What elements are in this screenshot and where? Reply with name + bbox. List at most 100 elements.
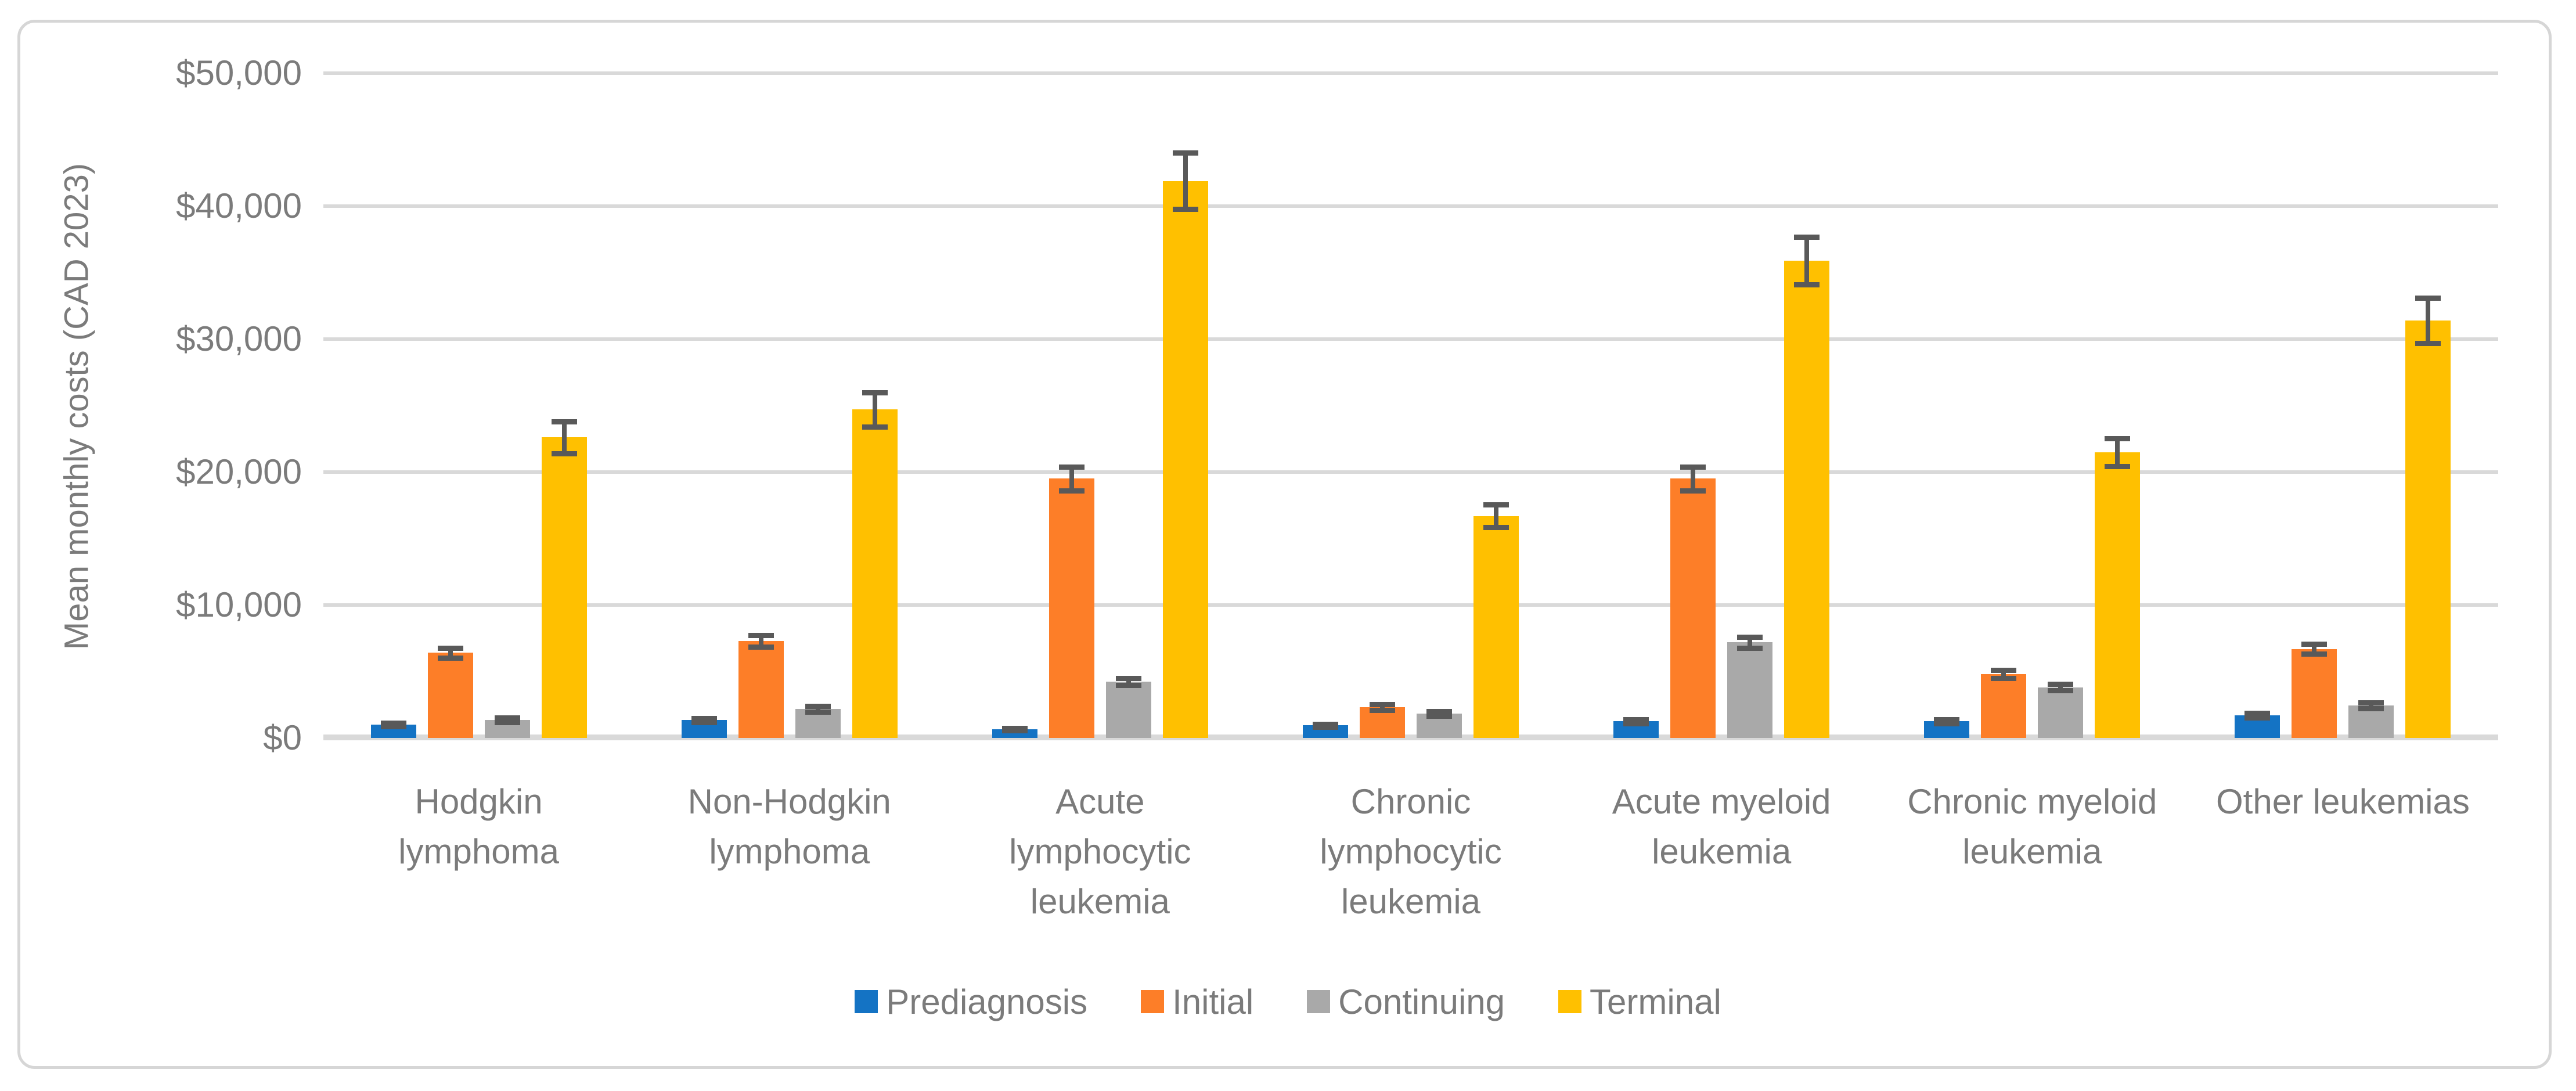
error-bar-cap	[1370, 702, 1395, 708]
error-bar-cap	[2244, 715, 2271, 721]
error-bar-cap	[1623, 721, 1649, 726]
bar-terminal	[1162, 181, 1208, 738]
y-tick-label: $30,000	[176, 319, 302, 358]
x-category-label: Non-Hodgkin lymphoma	[687, 782, 891, 871]
legend-item-initial: Initial	[1141, 982, 1253, 1022]
error-bar-cap	[437, 656, 463, 661]
error-bar-stem	[1126, 678, 1131, 685]
legend-swatch	[1307, 990, 1331, 1013]
legend-label: Terminal	[1590, 982, 1721, 1021]
error-bar-stem	[815, 705, 820, 712]
legend-item-continuing: Continuing	[1307, 982, 1505, 1022]
error-bar-cap	[691, 719, 717, 725]
error-bar-cap	[1737, 645, 1763, 651]
gridline	[323, 204, 2498, 208]
gridline	[323, 603, 2498, 607]
gridline	[323, 470, 2498, 474]
error-bar-stem	[758, 635, 763, 647]
error-bar-cap	[1483, 525, 1509, 531]
error-bar-cap	[2048, 688, 2074, 694]
error-bar-stem	[1069, 466, 1074, 491]
gridline	[323, 337, 2498, 341]
error-bar-cap	[1370, 708, 1395, 714]
error-bar-cap	[2105, 463, 2131, 469]
bar-continuing	[1727, 642, 1773, 738]
x-category-label: Chronic myeloid leukemia	[1907, 782, 2157, 871]
error-bar-cap	[2048, 682, 2074, 687]
bar-terminal	[852, 409, 898, 738]
error-bar-cap	[1058, 488, 1085, 494]
error-bar-cap	[1313, 721, 1338, 727]
legend-swatch	[855, 990, 878, 1013]
x-category-label: Chronic lymphocytic leukemia	[1320, 782, 1502, 921]
legend-label: Prediagnosis	[886, 982, 1088, 1021]
error-bar-cap	[1680, 464, 1706, 470]
bar-initial	[2292, 649, 2337, 738]
error-bar-stem	[1494, 505, 1498, 528]
bar-initial	[1670, 478, 1716, 738]
error-bar-cap	[1313, 724, 1338, 730]
error-bar-stem	[2001, 670, 2006, 678]
error-bar-cap	[1172, 150, 1198, 156]
error-bar-cap	[551, 451, 577, 456]
legend-label: Initial	[1172, 982, 1254, 1021]
error-bar-cap	[437, 645, 463, 651]
error-bar-cap	[1426, 708, 1452, 714]
error-bar-cap	[1991, 675, 2017, 681]
error-bar-cap	[2105, 435, 2131, 441]
x-category-label: Acute lymphocytic leukemia	[1009, 782, 1191, 921]
error-bar-stem	[1804, 236, 1810, 285]
error-bar-cap	[862, 390, 888, 395]
error-bar-cap	[2244, 711, 2271, 716]
bar-initial	[738, 640, 784, 738]
bar-terminal	[1784, 260, 1830, 738]
error-bar-cap	[380, 721, 406, 726]
bar-terminal	[541, 437, 587, 738]
error-bar-cap	[1058, 464, 1085, 470]
x-category-label: Acute myeloid leukemia	[1612, 782, 1831, 871]
y-axis-title: Mean monthly costs (CAD 2023)	[57, 163, 96, 650]
x-category-label: Hodgkin lymphoma	[398, 782, 559, 871]
error-bar-cap	[494, 719, 520, 725]
x-axis-line	[323, 734, 2498, 740]
error-bar-cap	[494, 715, 520, 721]
x-category-label: Other leukemias	[2215, 782, 2470, 821]
bar-terminal	[2095, 452, 2141, 738]
error-bar-cap	[862, 424, 888, 430]
error-bar-cap	[1623, 716, 1649, 722]
error-bar-stem	[2426, 298, 2431, 343]
error-bar-cap	[1934, 716, 1960, 722]
error-bar-cap	[805, 703, 831, 709]
error-bar-cap	[1001, 728, 1028, 734]
y-tick-label: $0	[263, 718, 302, 757]
error-bar-cap	[1115, 682, 1141, 688]
error-bar-stem	[2312, 644, 2317, 654]
error-bar-stem	[1691, 466, 1696, 491]
error-bar-cap	[1001, 725, 1028, 731]
legend-swatch	[1141, 990, 1165, 1013]
legend-item-terminal: Terminal	[1558, 982, 1721, 1022]
plot-area	[323, 71, 2498, 740]
error-bar-cap	[1426, 713, 1452, 719]
gridline	[323, 71, 2498, 75]
error-bar-stem	[2115, 438, 2120, 466]
error-bar-stem	[1183, 153, 1188, 209]
bar-initial	[427, 653, 473, 738]
error-bar-cap	[1794, 282, 1820, 288]
bar-initial	[1981, 674, 2027, 738]
y-tick-label: $50,000	[176, 53, 302, 92]
legend-item-prediagnosis: Prediagnosis	[855, 982, 1087, 1022]
error-bar-cap	[1483, 502, 1509, 508]
bar-terminal	[2405, 320, 2451, 738]
error-bar-cap	[1115, 675, 1141, 681]
bar-continuing	[1105, 681, 1151, 738]
chart-border	[17, 20, 2552, 1069]
error-bar-cap	[1794, 234, 1820, 240]
error-bar-cap	[2358, 700, 2384, 705]
error-bar-cap	[748, 632, 774, 638]
error-bar-cap	[1680, 488, 1706, 494]
y-tick-label: $10,000	[176, 585, 302, 624]
error-bar-cap	[1172, 206, 1198, 212]
error-bar-cap	[551, 419, 577, 424]
error-bar-stem	[1748, 636, 1753, 648]
